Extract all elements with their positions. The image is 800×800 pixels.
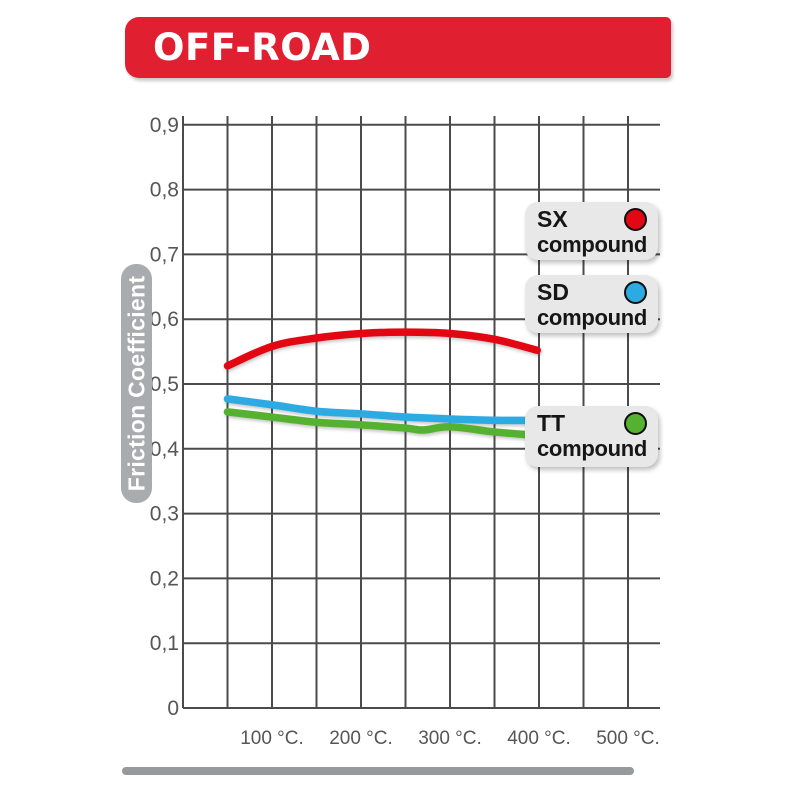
legend-sx-compound: SX compound [525, 202, 658, 260]
svg-text:0,1: 0,1 [150, 632, 179, 655]
legend-sx-code: SX [537, 206, 568, 232]
legend-row: SX [537, 206, 647, 232]
svg-text:0,5: 0,5 [150, 373, 179, 396]
offroad-banner: OFF-ROAD [125, 17, 671, 78]
y-axis-label: Friction Coefficient [123, 275, 149, 492]
svg-text:100 °C.: 100 °C. [240, 728, 304, 749]
legend-sd-code: SD [537, 279, 569, 305]
legend-sd-label: compound [537, 305, 648, 331]
svg-text:500 °C.: 500 °C. [596, 728, 660, 749]
legend-sx-label: compound [537, 232, 648, 258]
svg-text:300 °C.: 300 °C. [418, 728, 482, 749]
svg-text:0,4: 0,4 [150, 438, 180, 461]
y-axis-label-pill: Friction Coefficient [121, 264, 152, 503]
sx-red-dot-icon [624, 208, 647, 232]
svg-text:0,2: 0,2 [150, 567, 179, 590]
legend-tt-label: compound [537, 436, 648, 462]
page-title: OFF-ROAD [153, 26, 372, 69]
sd-blue-dot-icon [624, 281, 647, 305]
legend-row: TT [537, 410, 647, 436]
legend-sd-compound: SD compound [525, 275, 658, 333]
svg-text:400 °C.: 400 °C. [507, 728, 571, 749]
svg-text:0,7: 0,7 [150, 243, 179, 266]
svg-text:200 °C.: 200 °C. [329, 728, 393, 749]
svg-text:0: 0 [167, 697, 179, 720]
svg-text:0,8: 0,8 [150, 179, 179, 202]
tt-green-dot-icon [624, 412, 647, 436]
legend-tt-compound: TT compound [525, 406, 658, 467]
footer-divider-bar [122, 767, 634, 775]
svg-text:0,3: 0,3 [150, 503, 179, 526]
svg-text:0,6: 0,6 [150, 308, 179, 331]
svg-text:0,9: 0,9 [150, 114, 179, 137]
legend-tt-code: TT [537, 410, 566, 436]
legend-row: SD [537, 279, 647, 305]
